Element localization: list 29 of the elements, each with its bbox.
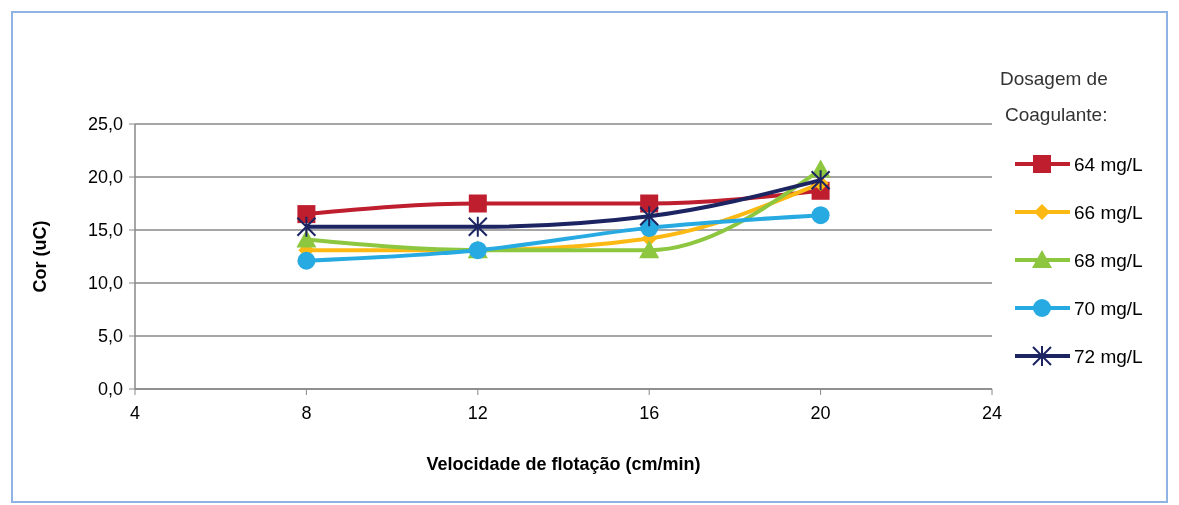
y-tick-label: 5,0: [97, 326, 123, 346]
y-tick-label: 25,0: [87, 114, 123, 134]
legend-label: 72 mg/L: [1074, 346, 1143, 367]
x-tick-label: 16: [639, 403, 660, 423]
x-tick-label: 24: [981, 403, 1003, 423]
y-tick-label: 0,0: [97, 379, 123, 399]
y-tick-label: 10,0: [87, 273, 123, 293]
point: [467, 215, 488, 238]
x-axis-title: Velocidade de flotação (cm/min): [426, 454, 701, 474]
point: [297, 251, 316, 270]
point: [296, 229, 317, 248]
legend-label: 64 mg/L: [1074, 154, 1143, 175]
point: [810, 169, 831, 192]
y-tick-label: 15,0: [87, 220, 123, 240]
x-tick-label: 4: [129, 403, 141, 423]
point: [639, 205, 660, 228]
point: [639, 240, 660, 259]
legend-title: Dosagem de Coagulante:: [1000, 68, 1108, 125]
y-axis-title: Cor (uC): [30, 220, 50, 293]
x-tick-label: 8: [301, 403, 312, 423]
legend-label: 70 mg/L: [1074, 298, 1143, 319]
legend-label: 68 mg/L: [1074, 250, 1143, 271]
legend-label: 66 mg/L: [1074, 202, 1143, 223]
point: [811, 206, 830, 225]
y-tick-label: 20,0: [87, 167, 123, 187]
x-tick-label: 20: [810, 403, 831, 423]
point: [468, 194, 487, 213]
point: [296, 215, 317, 238]
x-tick-label: 12: [467, 403, 488, 423]
